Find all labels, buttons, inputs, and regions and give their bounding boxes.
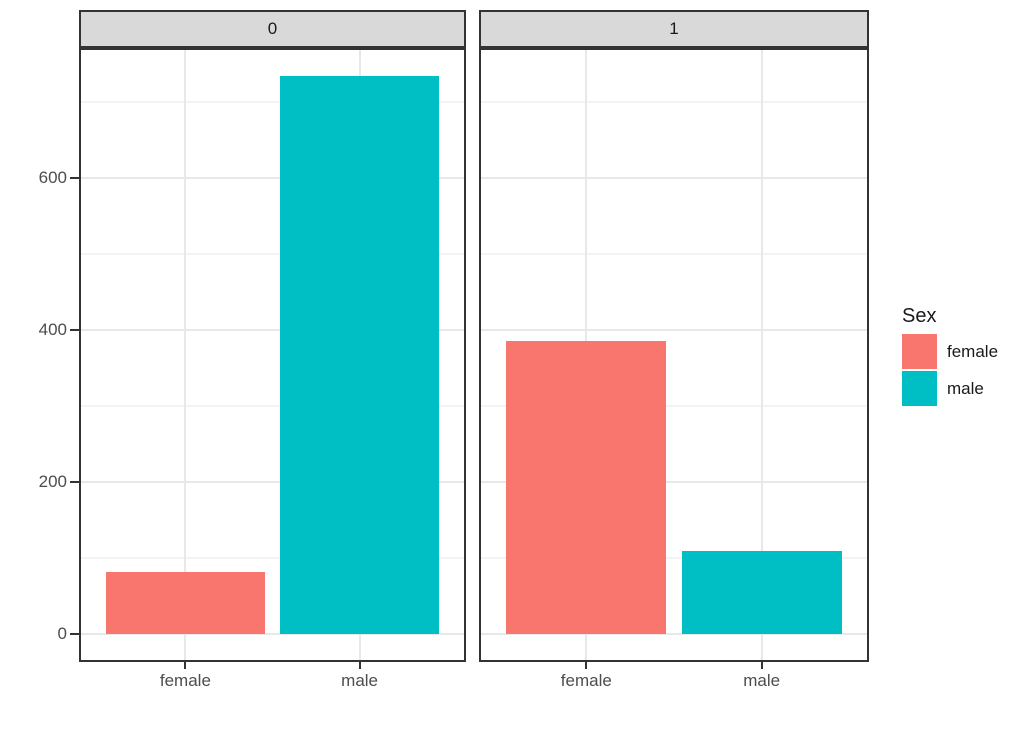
legend-entry-male: male bbox=[902, 371, 998, 406]
gridline-minor-300 bbox=[81, 405, 464, 407]
gridline-minor-500 bbox=[81, 253, 464, 255]
y-tick-0 bbox=[70, 633, 79, 635]
facet-panel-0 bbox=[79, 48, 466, 662]
bar-male-facet-1 bbox=[681, 551, 842, 634]
gridline-minor-700 bbox=[481, 101, 867, 103]
gridline-major-200 bbox=[81, 481, 464, 483]
y-tick-200 bbox=[70, 481, 79, 483]
y-tick-600 bbox=[70, 177, 79, 179]
gridline-minor-500 bbox=[481, 253, 867, 255]
y-axis-label-0: 0 bbox=[57, 624, 67, 643]
gridline-major-0 bbox=[481, 633, 867, 635]
legend-entries: female male bbox=[902, 334, 998, 406]
legend-entry-label-female: female bbox=[947, 341, 999, 361]
gridline-major-600 bbox=[481, 177, 867, 179]
gridline-minor-300 bbox=[481, 405, 867, 407]
x-axis-label-male-facet-0: male bbox=[341, 671, 379, 690]
legend-key-male bbox=[902, 371, 937, 406]
gridline-major-600 bbox=[81, 177, 464, 179]
gridline-major-200 bbox=[481, 481, 867, 483]
x-tick-male-facet-1 bbox=[760, 662, 763, 669]
facet-strip-0: 0 bbox=[79, 10, 466, 48]
x-tick-male-facet-0 bbox=[358, 662, 361, 669]
gridline-vertical-male bbox=[760, 50, 763, 660]
gridline-minor-700 bbox=[81, 101, 464, 103]
x-tick-female-facet-0 bbox=[184, 662, 187, 669]
bar-female-facet-0 bbox=[106, 572, 265, 634]
x-tick-female-facet-1 bbox=[585, 662, 588, 669]
y-tick-400 bbox=[70, 329, 79, 331]
gridline-minor-100 bbox=[481, 557, 867, 559]
legend-key-female bbox=[902, 334, 937, 369]
legend-title: Sex bbox=[902, 305, 937, 327]
facet-strip-1: 1 bbox=[479, 10, 869, 48]
facet-strip-label: 0 bbox=[267, 19, 278, 38]
y-axis-label-200: 200 bbox=[38, 472, 67, 491]
gridline-vertical-female bbox=[184, 50, 187, 660]
gridline-minor-100 bbox=[81, 557, 464, 559]
facet-panel-1 bbox=[479, 48, 869, 662]
facet-strip-label: 1 bbox=[669, 19, 679, 38]
legend-entry-female: female bbox=[902, 334, 998, 369]
y-axis-label-600: 600 bbox=[38, 168, 67, 187]
bar-female-facet-1 bbox=[506, 341, 667, 634]
x-axis-label-female-facet-1: female bbox=[560, 671, 612, 690]
x-axis-label-female-facet-0: female bbox=[159, 671, 211, 690]
gridline-major-400 bbox=[481, 329, 867, 331]
legend: Sex female male bbox=[902, 304, 998, 408]
x-axis-label-male-facet-1: male bbox=[743, 671, 781, 690]
bar-male-facet-0 bbox=[280, 76, 439, 634]
gridline-major-0 bbox=[81, 633, 464, 635]
gridline-major-400 bbox=[81, 329, 464, 331]
y-axis-label-400: 400 bbox=[38, 320, 67, 339]
legend-entry-label-male: male bbox=[947, 378, 984, 398]
